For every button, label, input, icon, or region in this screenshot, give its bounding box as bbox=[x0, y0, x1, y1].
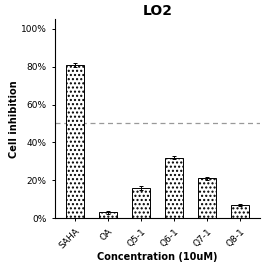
Bar bbox=[165, 157, 183, 218]
Y-axis label: Cell inhibition: Cell inhibition bbox=[10, 80, 20, 157]
Title: LO2: LO2 bbox=[143, 4, 172, 18]
Bar bbox=[99, 213, 117, 218]
Bar bbox=[231, 205, 249, 218]
Bar bbox=[132, 188, 150, 218]
Bar bbox=[198, 178, 216, 218]
Bar bbox=[66, 65, 84, 218]
X-axis label: Concentration (10uM): Concentration (10uM) bbox=[97, 252, 218, 262]
